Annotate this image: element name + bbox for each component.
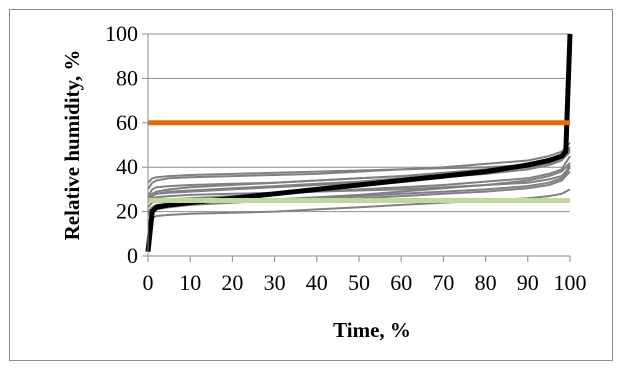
y-tick-label-60: 60 [116, 110, 138, 135]
x-tick-label-30: 30 [264, 270, 286, 295]
x-tick-label-80: 80 [475, 270, 497, 295]
y-axis-title: Relative humidity, % [60, 50, 84, 241]
series-line-12 [147, 164, 571, 204]
x-tick-label-100: 100 [554, 270, 587, 295]
y-tick-label-0: 0 [127, 243, 138, 268]
x-tick-label-10: 10 [179, 270, 201, 295]
x-tick-label-40: 40 [306, 270, 328, 295]
x-tick-label-50: 50 [348, 270, 370, 295]
axis-layer [142, 33, 571, 262]
y-tick-label-80: 80 [116, 65, 138, 90]
series-line-13 [145, 33, 573, 252]
series-line-5 [147, 142, 571, 190]
y-tick-label-40: 40 [116, 154, 138, 179]
x-axis-title: Time, % [333, 318, 411, 342]
series-layer [145, 33, 573, 252]
x-tick-label-60: 60 [390, 270, 412, 295]
x-tick-label-20: 20 [221, 270, 243, 295]
x-tick-label-70: 70 [432, 270, 454, 295]
reference-lines [148, 120, 570, 203]
series-line-3 [147, 188, 571, 222]
y-tick-label-20: 20 [116, 199, 138, 224]
x-tick-label-0: 0 [143, 270, 154, 295]
y-tick-label-100: 100 [105, 21, 138, 46]
x-tick-label-90: 90 [517, 270, 539, 295]
tick-labels: 0 20 40 60 80 100 0 10 20 30 40 50 60 70 80 90 100 [105, 21, 587, 295]
